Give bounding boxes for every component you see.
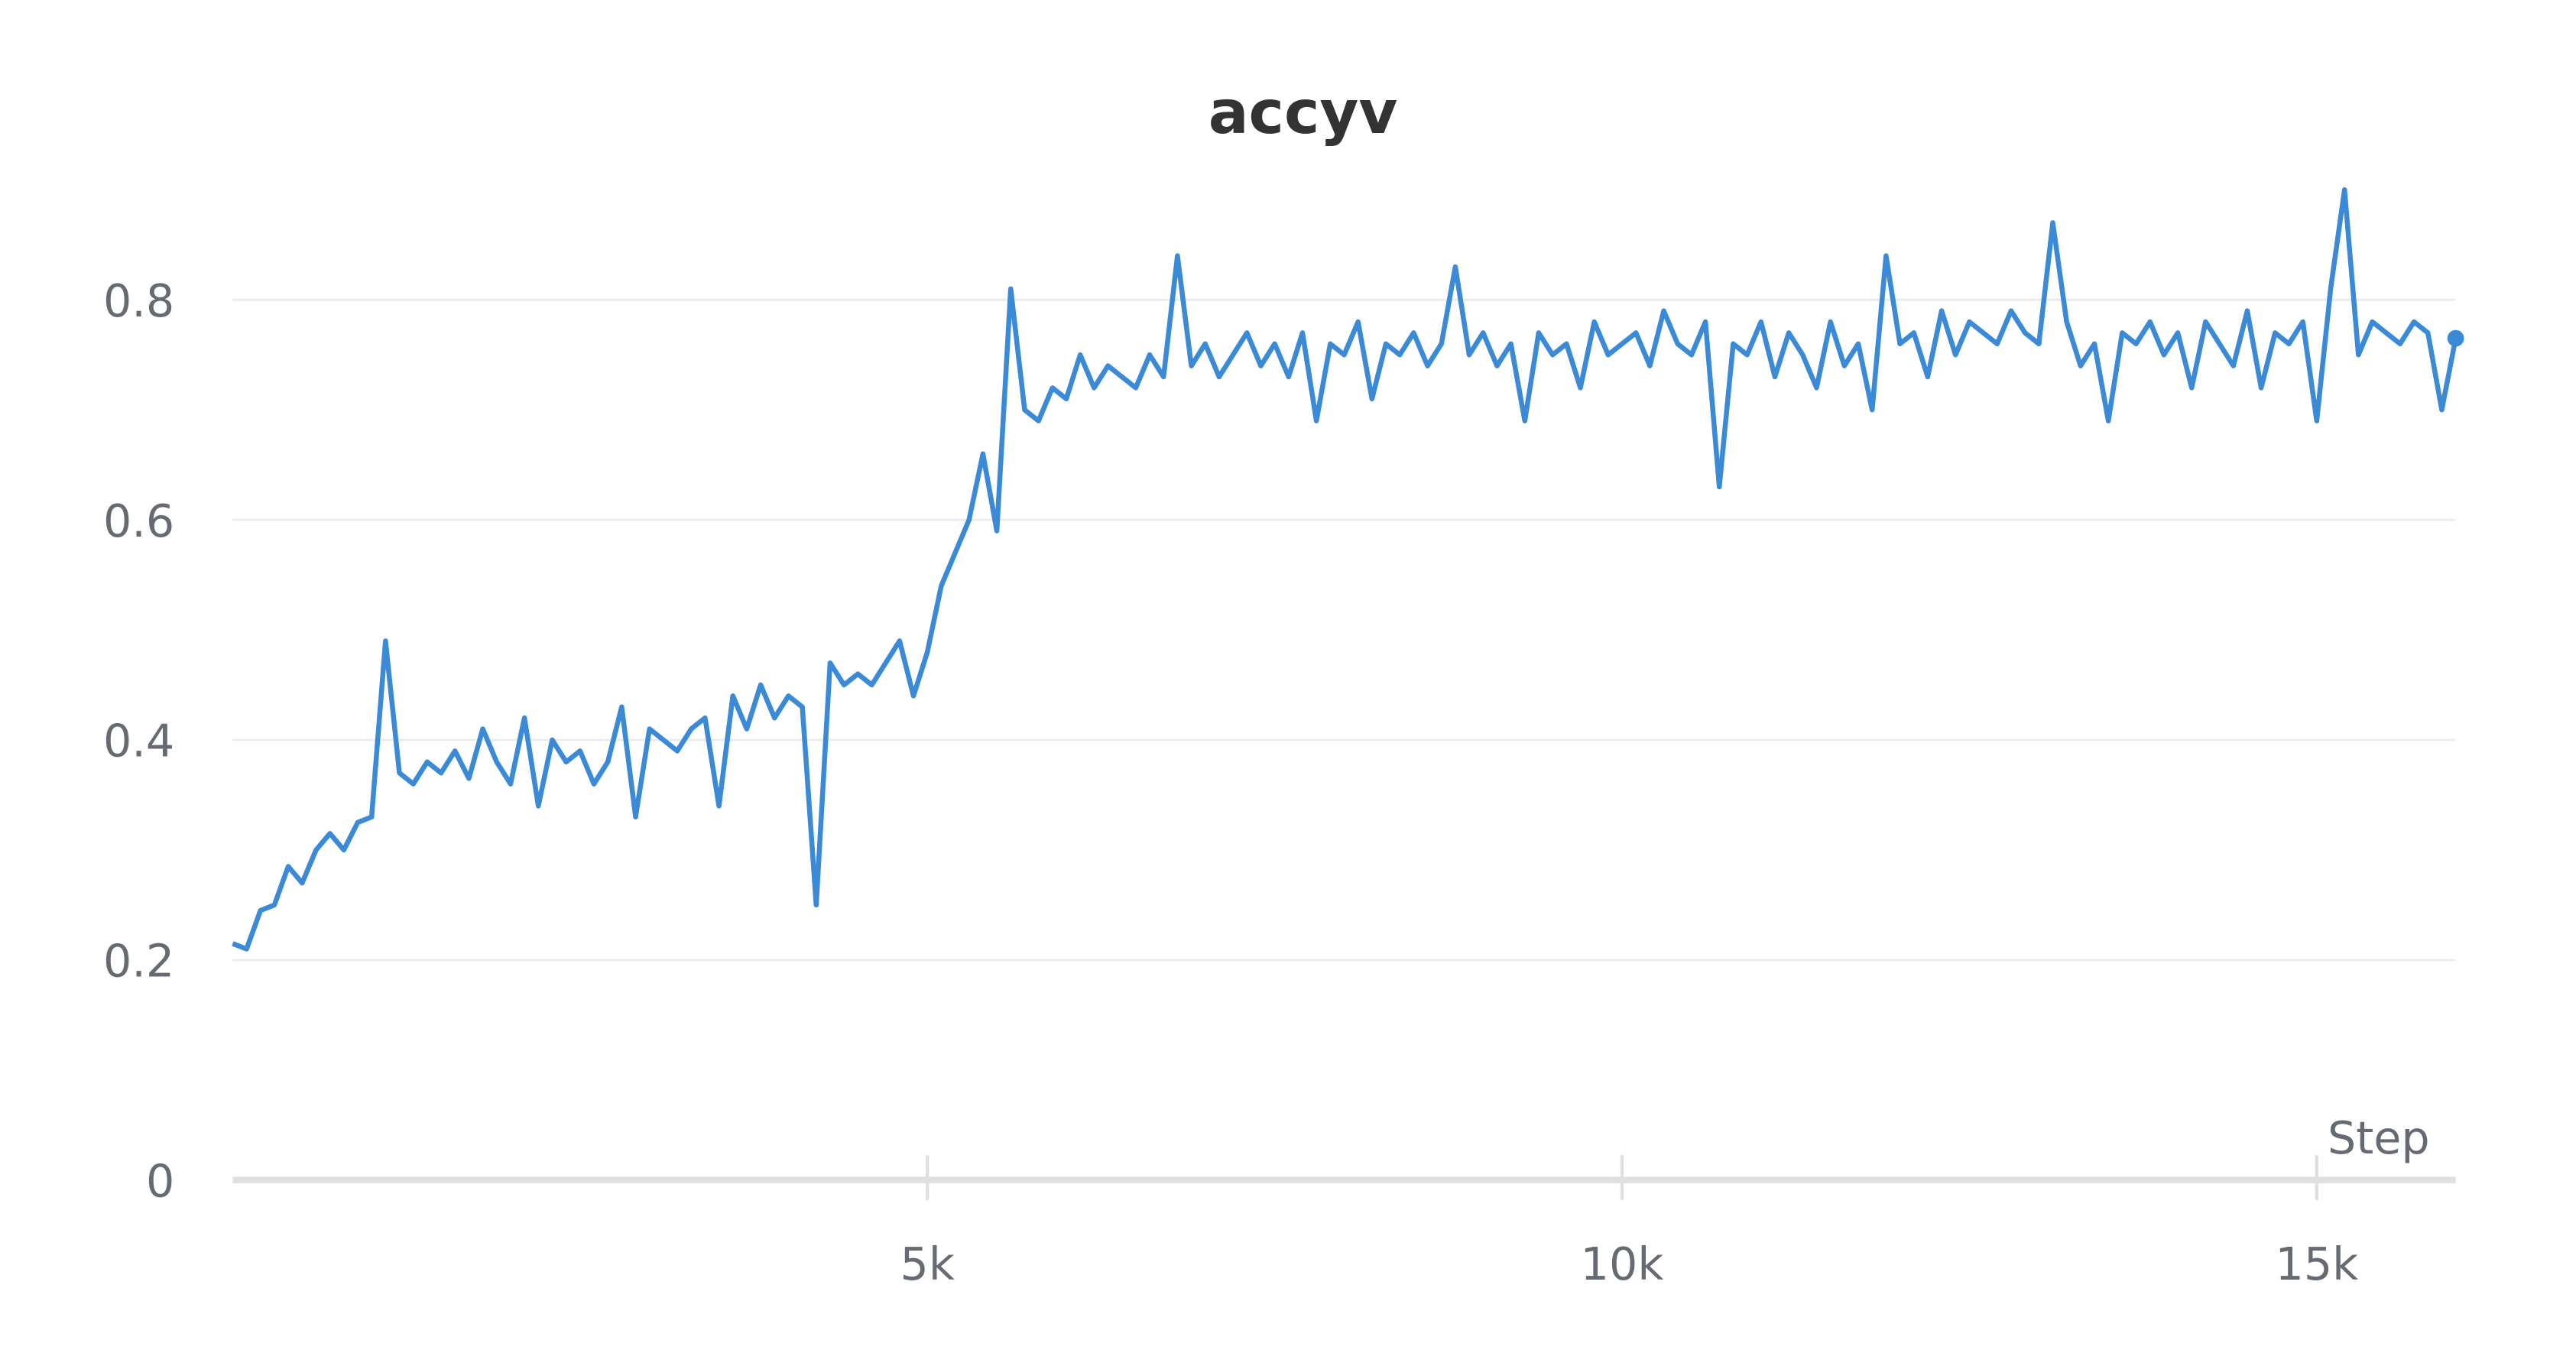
y-tick-label: 0.8 — [103, 275, 174, 327]
y-tick-label: 0.4 — [103, 715, 174, 767]
x-tick-label: 10k — [1581, 1238, 1664, 1290]
y-tick-label: 0.6 — [103, 495, 174, 547]
chart-title: accyv — [1209, 78, 1398, 148]
x-axis-label: Step — [2328, 1112, 2430, 1164]
y-tick-label: 0 — [146, 1156, 174, 1208]
y-tick-label: 0.2 — [103, 936, 174, 988]
end-point — [2447, 329, 2464, 347]
x-tick-label: 5k — [900, 1238, 955, 1290]
x-tick-label: 15k — [2275, 1238, 2358, 1290]
data-line — [232, 187, 2458, 952]
